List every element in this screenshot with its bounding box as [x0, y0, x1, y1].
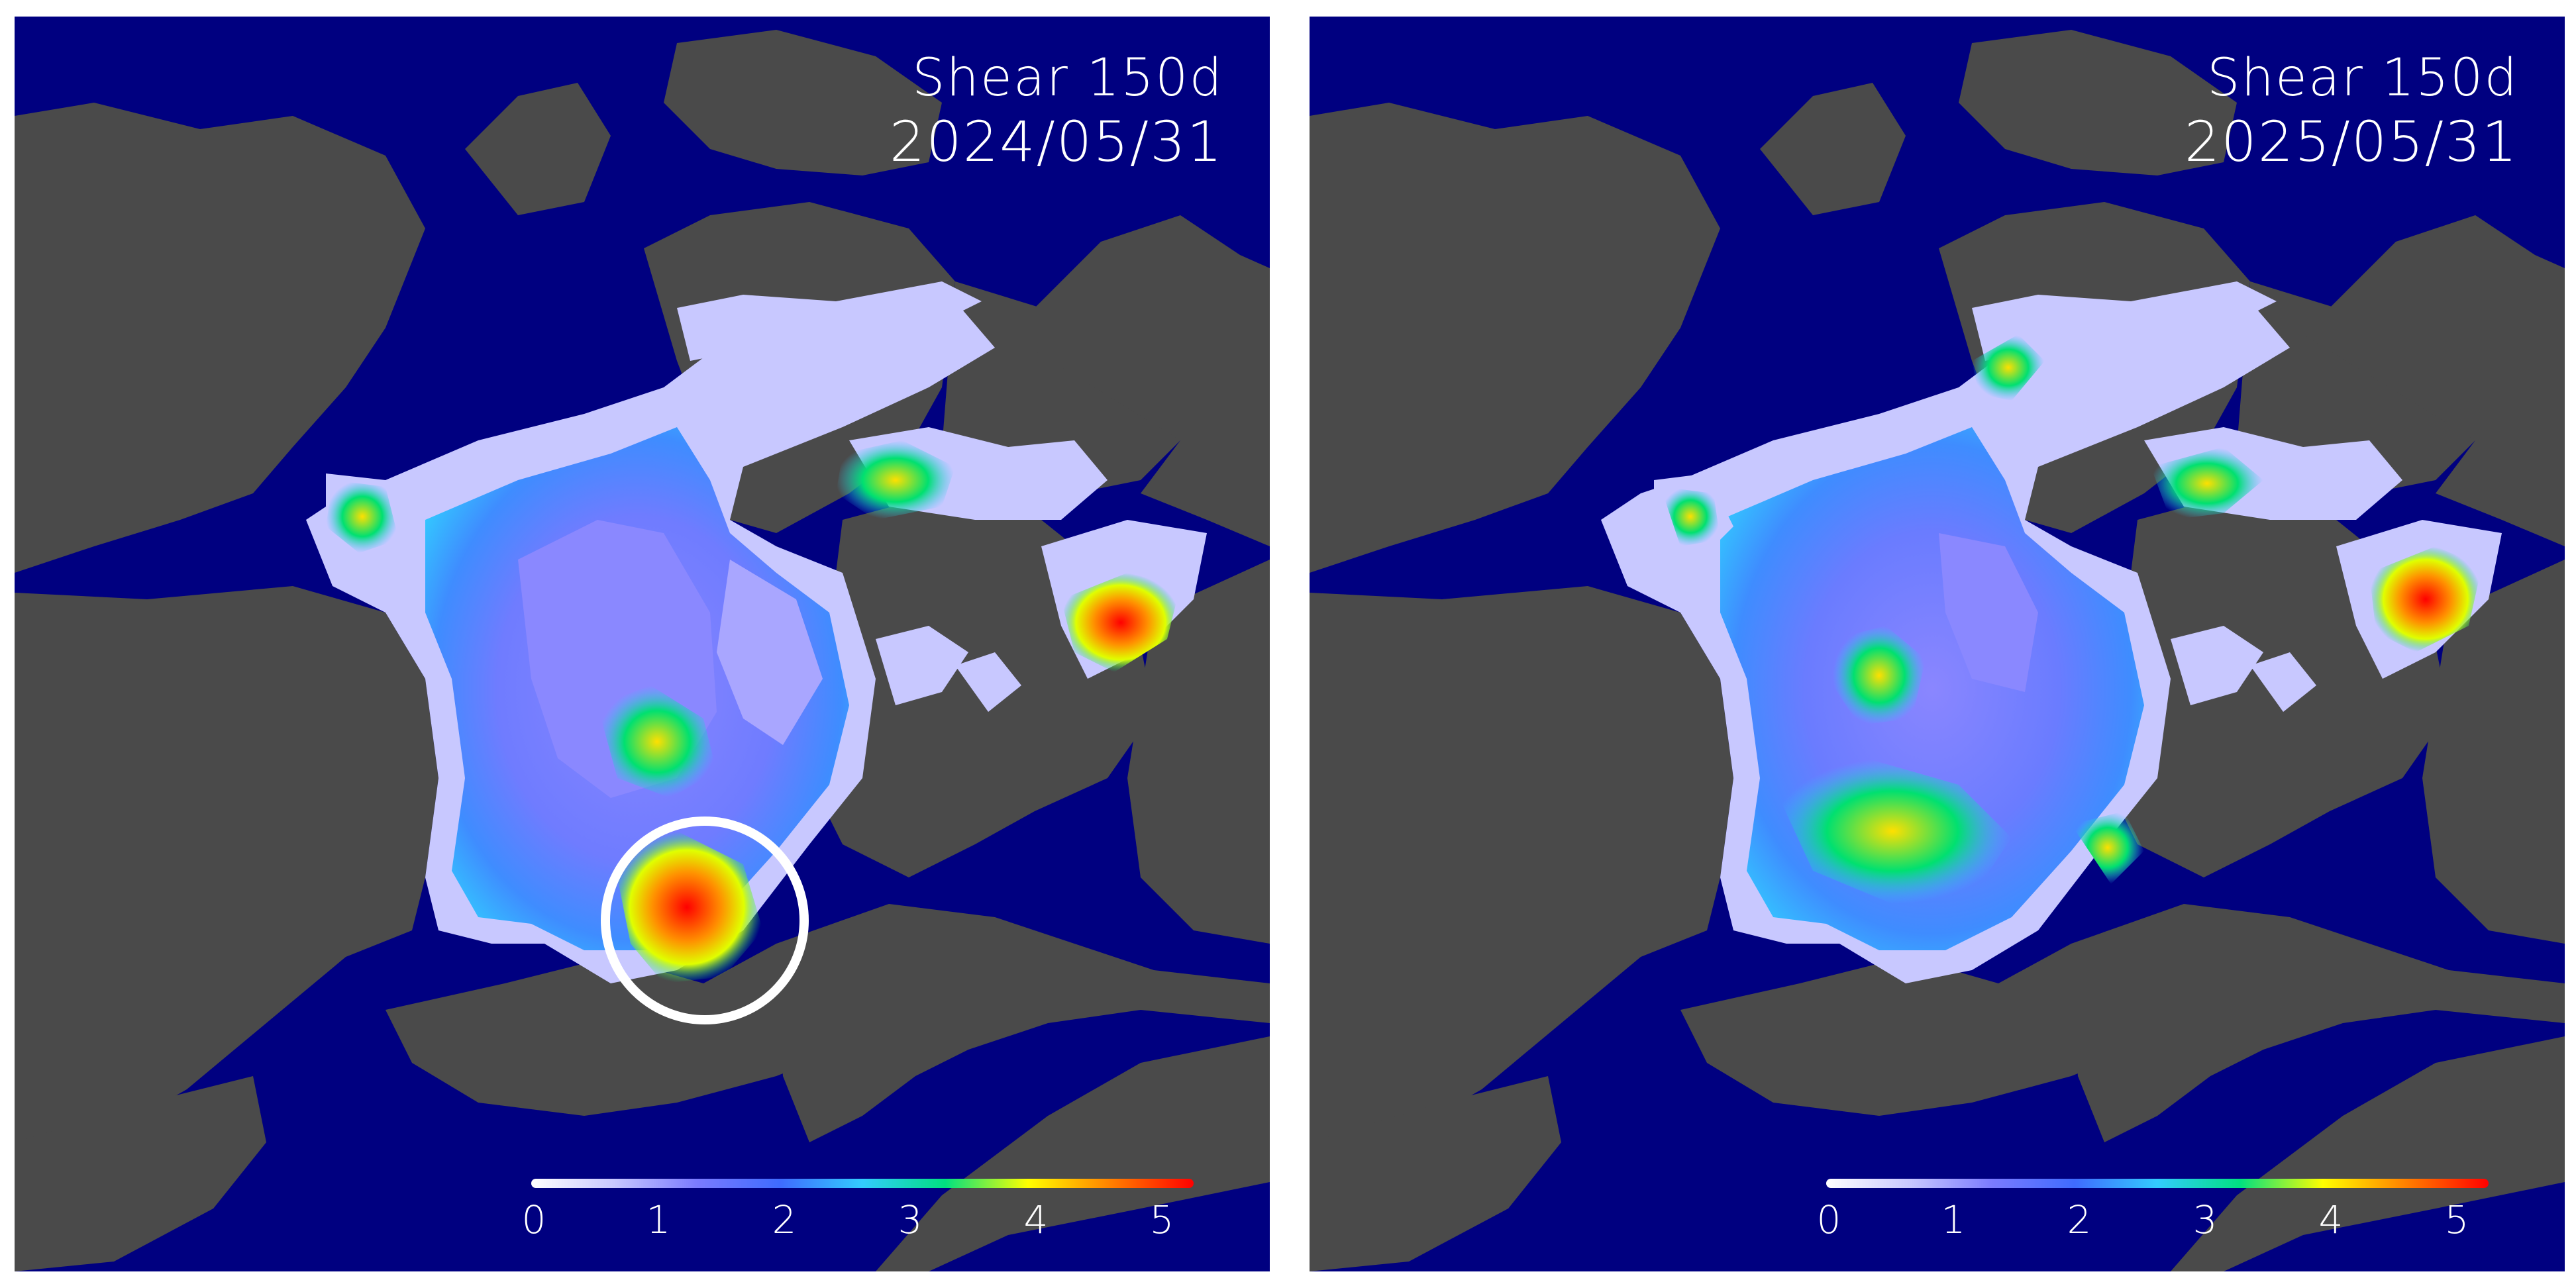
colorbar-tick: 3	[898, 1197, 923, 1242]
colorbar: 0 1 2 3 4 5	[522, 1165, 1200, 1245]
colorbar-tick: 3	[2192, 1197, 2218, 1242]
colorbar-tick: 2	[772, 1197, 797, 1242]
map-title: Shear 150d	[912, 48, 1223, 108]
colorbar: 0 1 2 3 4 5	[1817, 1165, 2495, 1245]
highlight-circle	[601, 817, 809, 1024]
sea-ice	[1601, 281, 2502, 983]
colorbar-tick: 1	[646, 1197, 671, 1242]
colorbar-tick: 4	[1023, 1197, 1049, 1242]
land	[1310, 30, 2565, 1271]
colorbar-tick: 5	[1149, 1197, 1174, 1242]
colorbar-tick: 0	[521, 1197, 546, 1242]
colorbar-tick: 1	[1941, 1197, 1966, 1242]
map-panel-right: Shear 150d 2025/05/31 0 1 2 3 4 5	[1310, 17, 2565, 1271]
sea-ice	[306, 281, 1207, 983]
map-panel-left: Shear 150d 2024/05/31 0 1 2 3 4 5	[15, 17, 1270, 1271]
colorbar-tick: 0	[1816, 1197, 1841, 1242]
colorbar-tick: 2	[2067, 1197, 2092, 1242]
map-title: Shear 150d	[2207, 48, 2518, 108]
arctic-shear-map	[1310, 30, 2565, 1271]
map-date: 2025/05/31	[2184, 109, 2518, 174]
arctic-shear-map	[15, 30, 1270, 1271]
colorbar-gradient	[531, 1179, 1194, 1188]
colorbar-tick: 5	[2444, 1197, 2469, 1242]
colorbar-tick: 4	[2318, 1197, 2344, 1242]
map-date: 2024/05/31	[889, 109, 1223, 174]
colorbar-gradient	[1826, 1179, 2489, 1188]
